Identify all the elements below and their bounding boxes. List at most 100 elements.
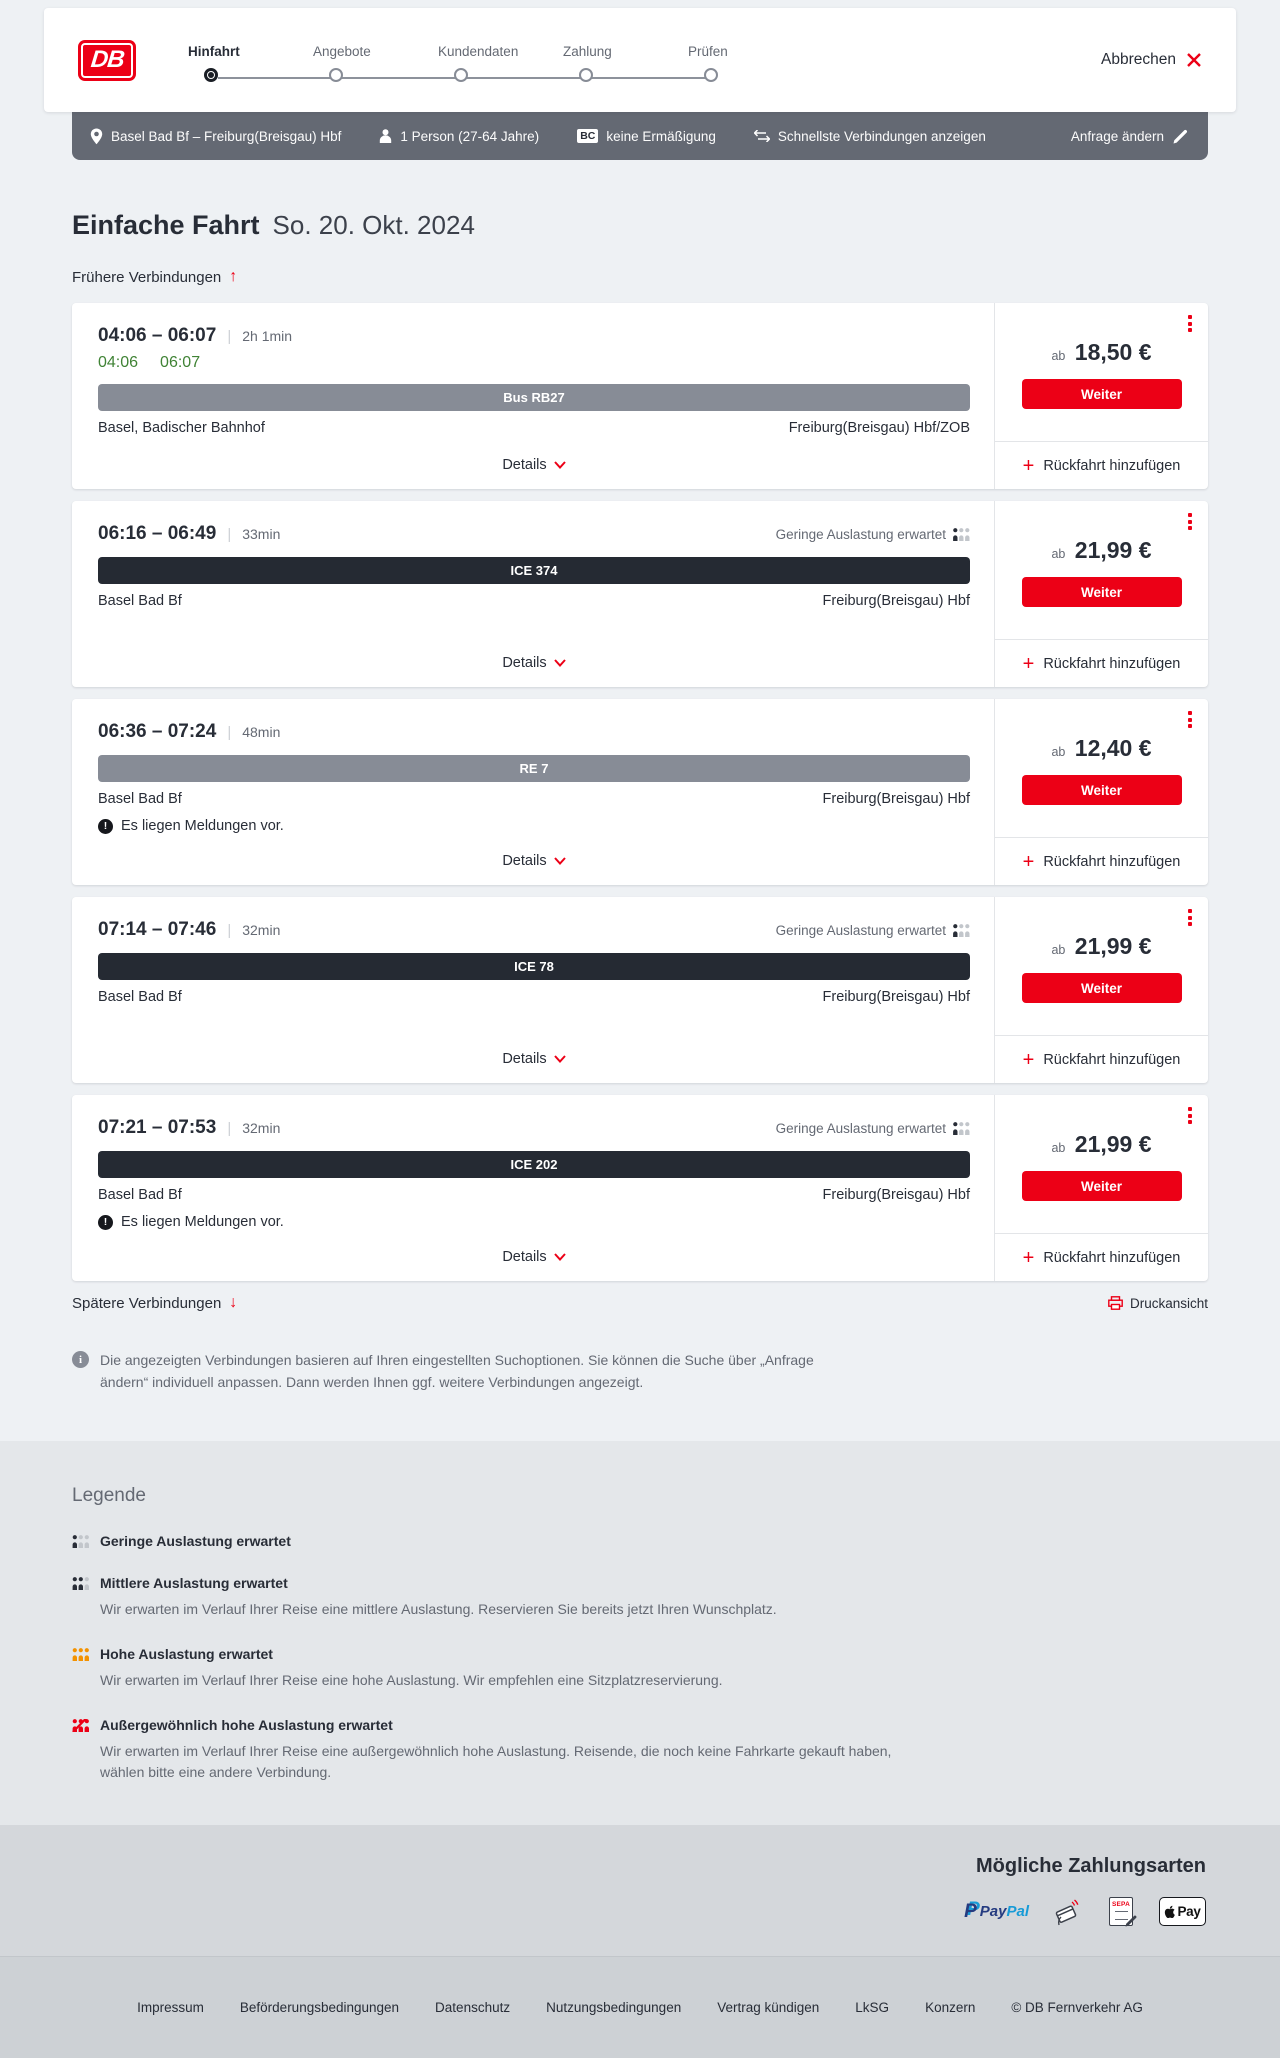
connection-main: 06:16 – 06:49 | 33min Geringe Auslastung… — [72, 501, 994, 687]
more-options-button[interactable] — [1185, 312, 1195, 335]
payment-title: Mögliche Zahlungsarten — [975, 1855, 1206, 1878]
more-options-button[interactable] — [1185, 510, 1195, 533]
price-column: ab 18,50 € Weiter + Rückfahrt hinzufügen — [994, 303, 1208, 489]
add-return-button[interactable]: + Rückfahrt hinzufügen — [995, 1035, 1208, 1083]
continue-button[interactable]: Weiter — [1021, 379, 1182, 409]
connection-card: 04:06 – 06:07 | 2h 1min 04:06 06:07 Bus … — [72, 303, 1208, 489]
db-logo: DB — [78, 39, 136, 81]
legend-item-header: Mittlere Auslastung erwartet — [72, 1575, 1208, 1591]
connection-times: 07:21 – 07:53 — [98, 1117, 217, 1138]
footer-link[interactable]: Datenschutz — [435, 2000, 511, 2016]
continue-button[interactable]: Weiter — [1021, 775, 1182, 805]
earlier-connections-link[interactable]: Frühere Verbindungen ↑ — [72, 268, 237, 286]
print-view-link[interactable]: Druckansicht — [1108, 1296, 1208, 1311]
details-label: Details — [502, 655, 547, 671]
progress-step[interactable]: Angebote — [313, 44, 438, 82]
fastest-connections-toggle[interactable]: Schnellste Verbindungen anzeigen — [753, 129, 986, 144]
search-options-note: i Die angezeigten Verbindungen basieren … — [72, 1350, 862, 1393]
pencil-icon — [1173, 129, 1187, 143]
occupancy-info: Geringe Auslastung erwartet — [776, 923, 970, 938]
separator: | — [227, 328, 232, 345]
chevron-down-icon — [553, 1253, 566, 1261]
price-prefix: ab — [1051, 943, 1066, 957]
continue-button[interactable]: Weiter — [1021, 973, 1182, 1003]
plus-icon: + — [1022, 850, 1035, 873]
occupancy-low-icon — [953, 924, 970, 937]
plus-icon: + — [1022, 1246, 1035, 1269]
sepa-icon: SEPA — [1109, 1896, 1137, 1927]
details-toggle[interactable]: Details — [98, 441, 970, 489]
progress-step[interactable]: Zahlung — [563, 44, 688, 82]
change-request-button[interactable]: Anfrage ändern — [1071, 129, 1188, 144]
connection-times: 06:36 – 07:24 — [98, 721, 217, 742]
add-return-label: Rückfahrt hinzufügen — [1043, 655, 1181, 672]
train-label: RE 7 — [519, 761, 549, 776]
price-prefix: ab — [1051, 1141, 1066, 1155]
apple-pay-badge: Pay — [1159, 1896, 1206, 1926]
legend-item-description: Wir erwarten im Verlauf Ihrer Reise eine… — [100, 1743, 892, 1781]
connection-main: 04:06 – 06:07 | 2h 1min 04:06 06:07 Bus … — [72, 303, 994, 489]
add-return-button[interactable]: + Rückfahrt hinzufügen — [995, 837, 1208, 885]
more-options-button[interactable] — [1185, 708, 1195, 731]
legend-items: Geringe Auslastung erwartet Mittlere Aus… — [72, 1533, 1208, 1783]
footer-link[interactable]: LkSG — [855, 2000, 890, 2016]
progress-step-label: Kundendaten — [438, 44, 519, 59]
stations-row: Basel Bad Bf Freiburg(Breisgau) Hbf — [98, 1187, 970, 1203]
continue-button[interactable]: Weiter — [1021, 1171, 1182, 1201]
page-title: Einfache Fahrt So. 20. Okt. 2024 — [72, 210, 1208, 241]
chevron-down-icon — [553, 857, 566, 865]
bahncard-badge: BC — [577, 129, 599, 143]
cancel-label: Abbrechen — [1101, 51, 1176, 68]
progress-steps: Hinfahrt Angebote Kundendaten Zahlung Pr… — [188, 38, 813, 82]
continue-button[interactable]: Weiter — [1021, 577, 1182, 607]
price-row: ab 21,99 € — [995, 537, 1208, 564]
connection-times: 07:14 – 07:46 — [98, 919, 217, 940]
add-return-button[interactable]: + Rückfahrt hinzufügen — [995, 639, 1208, 687]
details-toggle[interactable]: Details — [98, 639, 970, 687]
later-connections-link[interactable]: Spätere Verbindungen ↓ — [72, 1294, 237, 1312]
cancel-button[interactable]: Abbrechen — [1101, 51, 1202, 69]
progress-step-label: Zahlung — [563, 44, 612, 59]
footer-link[interactable]: Nutzungsbedingungen — [546, 2000, 682, 2016]
more-options-button[interactable] — [1185, 906, 1195, 929]
separator: | — [227, 526, 232, 543]
stations-row: Basel, Badischer Bahnhof Freiburg(Breisg… — [98, 420, 970, 436]
payment-methods: P PayPal SEPA Pay — [74, 1896, 1206, 1927]
details-toggle[interactable]: Details — [98, 1035, 970, 1083]
connection-duration: 48min — [242, 724, 281, 740]
details-label: Details — [502, 457, 547, 473]
progress-step[interactable]: Hinfahrt — [188, 44, 313, 82]
close-icon — [1187, 53, 1201, 67]
progress-step-dot — [454, 68, 468, 82]
add-return-label: Rückfahrt hinzufügen — [1043, 853, 1181, 870]
progress-step[interactable]: Kundendaten — [438, 44, 563, 82]
price-prefix: ab — [1051, 349, 1066, 363]
occupancy-label: Geringe Auslastung erwartet — [775, 527, 946, 542]
progress-step-label: Angebote — [313, 44, 371, 59]
alert-icon: ! — [98, 1214, 113, 1230]
arrival-station: Freiburg(Breisgau) Hbf/ZOB — [788, 420, 970, 436]
add-return-button[interactable]: + Rückfahrt hinzufügen — [995, 441, 1208, 489]
price-row: ab 18,50 € — [995, 339, 1208, 366]
details-toggle[interactable]: Details — [98, 837, 970, 885]
more-options-button[interactable] — [1185, 1104, 1195, 1127]
legend-item-label: Außergewöhnlich hohe Auslastung erwartet — [100, 1717, 393, 1734]
footer-link[interactable]: Konzern — [925, 2000, 976, 2016]
add-return-button[interactable]: + Rückfahrt hinzufügen — [995, 1233, 1208, 1281]
route-text: Basel Bad Bf – Freiburg(Breisgau) Hbf — [111, 128, 342, 144]
connection-header: 06:16 – 06:49 | 33min Geringe Auslastung… — [98, 523, 970, 545]
arrival-station: Freiburg(Breisgau) Hbf — [822, 593, 970, 609]
train-label: ICE 374 — [510, 563, 558, 578]
printer-icon — [1108, 1296, 1123, 1310]
details-toggle[interactable]: Details — [98, 1233, 970, 1281]
swap-arrows-icon — [753, 130, 770, 142]
footer-link[interactable]: Beförderungsbedingungen — [239, 2000, 400, 2016]
progress-step-label: Hinfahrt — [188, 44, 240, 59]
footer-link[interactable]: Vertrag kündigen — [717, 2000, 820, 2016]
footer-link[interactable]: Impressum — [137, 2000, 204, 2016]
occupancy-level-icon — [72, 1534, 89, 1548]
progress-step[interactable]: Prüfen — [688, 44, 813, 82]
separator: | — [227, 1120, 232, 1137]
legend-item: Mittlere Auslastung erwartet Wir erwarte… — [72, 1575, 1208, 1620]
connection-header: 07:21 – 07:53 | 32min Geringe Auslastung… — [98, 1117, 970, 1139]
